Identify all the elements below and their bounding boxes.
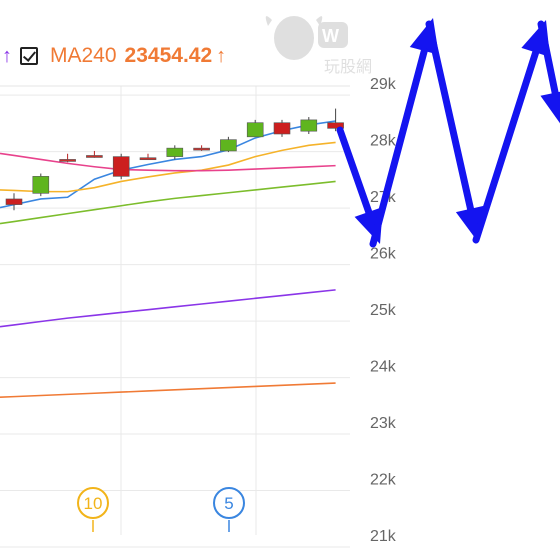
ma-line — [0, 289, 336, 328]
annotation-arrow-shaft — [369, 47, 428, 248]
candle-body — [300, 119, 318, 132]
annotation-arrow-shaft — [425, 20, 475, 213]
candle-body — [5, 198, 23, 205]
y-tick-label: 29k — [370, 76, 397, 93]
marker-label: 5 — [224, 494, 233, 513]
watermark-text: 玩股網 — [324, 58, 372, 76]
candle-body — [166, 147, 184, 157]
annotation-arrow-shaft — [472, 48, 540, 244]
candle-body — [246, 122, 264, 138]
marker-circle — [77, 487, 109, 519]
candle-body — [220, 139, 237, 152]
y-tick-label: 26k — [370, 246, 397, 263]
candle-body — [327, 122, 344, 129]
annotation-arrowhead — [540, 91, 560, 124]
ma-line — [0, 382, 336, 399]
y-tick-label: 28k — [370, 133, 397, 150]
prev-ma-up-arrow-icon: ↑ — [2, 44, 12, 67]
ma240-up-arrow-icon: ↑ — [216, 44, 227, 67]
y-tick-label: 21k — [370, 528, 397, 545]
candle-body — [59, 159, 76, 162]
watermark-logo: W 玩股網 — [258, 8, 388, 78]
ma-line — [0, 180, 336, 225]
ma240-label: MA240 — [50, 44, 117, 67]
candle-body — [273, 122, 291, 135]
ma240-checkbox[interactable] — [20, 47, 38, 65]
y-tick-label: 25k — [370, 302, 397, 319]
y-tick-label: 23k — [370, 415, 397, 432]
candle-body — [112, 156, 130, 177]
marker-label: 10 — [84, 494, 103, 513]
marker-circle — [213, 487, 245, 519]
candle-body — [32, 176, 50, 194]
candle-body — [139, 157, 157, 161]
candle-body — [193, 147, 210, 151]
ma240-value: 23454.42 — [124, 44, 213, 67]
y-tick-label: 22k — [370, 472, 397, 489]
annotation-arrow-shaft — [537, 20, 559, 97]
ma-line — [0, 152, 336, 172]
y-tick-label: 24k — [370, 359, 397, 376]
annotation-arrow-shaft — [336, 126, 373, 216]
watermark-logo-letter: W — [322, 26, 339, 46]
legend-bar: ↑ MA240 23454.42 ↑ — [0, 38, 226, 74]
candle-body — [86, 155, 103, 158]
